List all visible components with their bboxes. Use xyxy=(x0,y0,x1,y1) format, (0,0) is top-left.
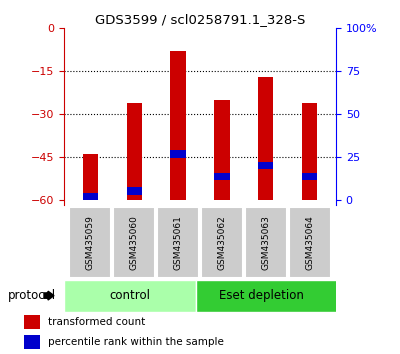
Bar xyxy=(126,188,142,195)
Text: GSM435064: GSM435064 xyxy=(305,215,314,270)
Bar xyxy=(170,51,186,200)
Bar xyxy=(214,100,230,200)
Bar xyxy=(302,103,317,200)
Text: transformed count: transformed count xyxy=(48,317,145,327)
Text: GSM435059: GSM435059 xyxy=(86,215,95,270)
Text: protocol: protocol xyxy=(8,289,56,302)
Text: GSM435060: GSM435060 xyxy=(130,215,139,270)
Bar xyxy=(258,77,274,200)
Bar xyxy=(289,207,331,278)
Bar xyxy=(214,173,230,180)
Bar xyxy=(201,207,243,278)
Bar xyxy=(258,162,274,169)
Bar xyxy=(83,193,98,200)
Text: GSM435061: GSM435061 xyxy=(174,215,182,270)
Title: GDS3599 / scl0258791.1_328-S: GDS3599 / scl0258791.1_328-S xyxy=(95,13,305,26)
Text: control: control xyxy=(109,289,150,302)
Bar xyxy=(245,207,287,278)
Bar xyxy=(24,315,40,329)
Text: GSM435062: GSM435062 xyxy=(218,215,226,270)
Bar xyxy=(196,280,354,312)
Bar xyxy=(113,207,155,278)
Text: Eset depletion: Eset depletion xyxy=(219,289,304,302)
Bar xyxy=(170,150,186,158)
Text: percentile rank within the sample: percentile rank within the sample xyxy=(48,337,224,347)
Text: GSM435063: GSM435063 xyxy=(261,215,270,270)
Bar xyxy=(24,335,40,348)
Bar xyxy=(302,173,317,180)
Bar xyxy=(83,154,98,200)
Bar xyxy=(126,103,142,200)
Bar xyxy=(64,280,196,312)
Bar xyxy=(157,207,199,278)
Bar xyxy=(69,207,111,278)
